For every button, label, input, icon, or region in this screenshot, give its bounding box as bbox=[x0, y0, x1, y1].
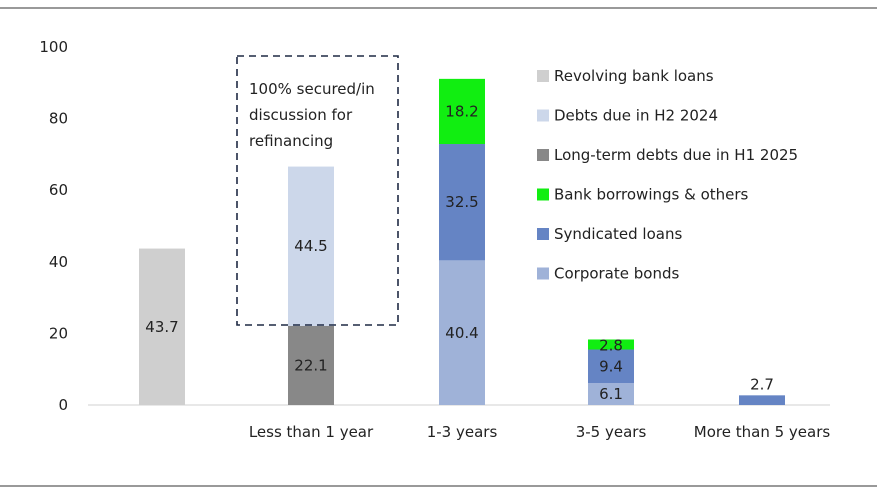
data-label: 2.7 bbox=[750, 375, 774, 393]
legend-swatch bbox=[537, 267, 549, 280]
legend-swatch bbox=[537, 149, 549, 161]
y-tick-label: 0 bbox=[58, 396, 68, 414]
annotation-box bbox=[236, 55, 399, 326]
y-tick-label: 40 bbox=[49, 253, 68, 271]
annotation-text: refinancing bbox=[249, 132, 333, 150]
x-category-label: Less than 1 year bbox=[249, 423, 374, 441]
bar-segment bbox=[288, 166, 334, 326]
bar-segment bbox=[588, 349, 634, 384]
y-tick-label: 100 bbox=[39, 38, 68, 56]
data-label: 9.4 bbox=[599, 357, 623, 375]
data-label: 32.5 bbox=[445, 193, 478, 211]
legend-label: Corporate bonds bbox=[554, 265, 679, 283]
bar-segment bbox=[739, 395, 785, 405]
data-label: 2.8 bbox=[599, 336, 623, 354]
legend-swatch bbox=[537, 109, 549, 122]
y-tick-label: 20 bbox=[49, 324, 68, 342]
bar-segment bbox=[439, 260, 485, 405]
annotation: 100% secured/in discussion for refinancing bbox=[236, 55, 399, 326]
bar-segment bbox=[288, 325, 334, 405]
legend-label: Revolving bank loans bbox=[554, 67, 714, 85]
annotation-text: discussion for bbox=[249, 106, 353, 124]
data-label: 40.4 bbox=[445, 324, 478, 342]
legend: Revolving bank loans Debts due in H2 2024… bbox=[537, 67, 798, 283]
bar-segment bbox=[139, 248, 185, 405]
y-tick-label: 80 bbox=[49, 110, 68, 128]
x-category-label: 1-3 years bbox=[427, 423, 498, 441]
data-label: 6.1 bbox=[599, 385, 623, 403]
legend-label: Bank borrowings & others bbox=[554, 186, 749, 204]
y-tick-label: 60 bbox=[49, 181, 68, 199]
legend-swatch bbox=[537, 188, 549, 201]
bar-segment bbox=[439, 78, 485, 145]
legend-swatch bbox=[537, 70, 549, 82]
data-label: 18.2 bbox=[445, 102, 478, 120]
legend-label: Syndicated loans bbox=[554, 225, 682, 243]
x-category-label: More than 5 years bbox=[694, 423, 831, 441]
bar-segment bbox=[588, 339, 634, 350]
bars-layer: 43.7 22.1 44.5 40.4 32.5 18.2 6.1 9.4 2.8 2.7 bbox=[139, 78, 785, 405]
y-axis: 0 20 40 60 80 100 bbox=[39, 38, 68, 414]
data-label: 43.7 bbox=[145, 318, 178, 336]
data-label: 44.5 bbox=[294, 237, 327, 255]
legend-label: Debts due in H2 2024 bbox=[554, 107, 718, 125]
legend-swatch bbox=[537, 228, 549, 240]
bar-segment bbox=[439, 144, 485, 261]
bar-segment bbox=[588, 383, 634, 405]
legend-label: Long-term debts due in H1 2025 bbox=[554, 146, 798, 164]
x-axis: Less than 1 year 1-3 years 3-5 years More t… bbox=[249, 423, 831, 441]
data-label: 22.1 bbox=[294, 356, 327, 374]
x-category-label: 3-5 years bbox=[576, 423, 647, 441]
annotation-text: 100% secured/in bbox=[249, 80, 375, 98]
